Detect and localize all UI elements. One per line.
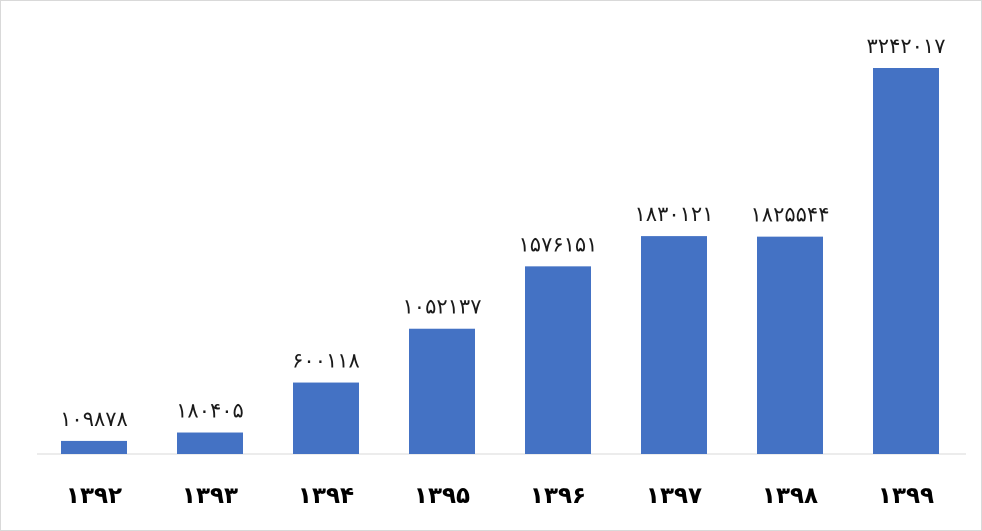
bar-value-label: ۱۰۹۸۷۸: [60, 407, 128, 431]
bar-4: [409, 328, 475, 454]
bar-7: [757, 236, 823, 454]
value-labels-layer: ۱۰۹۸۷۸ ۱۸۰۴۰۵ ۶۰۰۱۱۸ ۱۰۵۲۱۳۷ ۱۵۷۶۱۵۱ ۱۸۳۰۱۲۱ ۱…: [60, 34, 946, 431]
bar-8: [873, 68, 939, 454]
bar-value-label: ۱۵۷۶۱۵۱: [519, 232, 598, 256]
x-tick-label: ۱۳۹۶: [530, 483, 586, 509]
bar-2: [177, 432, 243, 454]
category-labels-layer: ۱۳۹۲ ۱۳۹۳ ۱۳۹۴ ۱۳۹۵ ۱۳۹۶ ۱۳۹۷ ۱۳۹۸ ۱۳۹۹: [66, 483, 934, 509]
bar-3: [293, 382, 359, 454]
bar-1: [61, 440, 127, 454]
x-tick-label: ۱۳۹۴: [298, 483, 354, 509]
bar-5: [525, 266, 591, 454]
bars-layer: [61, 68, 939, 454]
x-tick-label: ۱۳۹۷: [646, 483, 702, 509]
x-tick-label: ۱۳۹۲: [66, 483, 122, 509]
bar-value-label: ۳۲۴۲۰۱۷: [867, 34, 946, 58]
x-tick-label: ۱۳۹۸: [762, 483, 818, 509]
bar-value-label: ۱۸۰۴۰۵: [176, 399, 244, 423]
bar-6: [641, 236, 707, 454]
bar-value-label: ۱۸۲۵۵۴۴: [751, 203, 830, 227]
bar-value-label: ۱۰۵۲۱۳۷: [403, 295, 482, 319]
x-tick-label: ۱۳۹۵: [414, 483, 470, 509]
x-tick-label: ۱۳۹۳: [182, 483, 238, 509]
x-tick-label: ۱۳۹۹: [878, 483, 934, 509]
bar-value-label: ۱۸۳۰۱۲۱: [635, 202, 714, 226]
bar-value-label: ۶۰۰۱۱۸: [292, 349, 360, 373]
